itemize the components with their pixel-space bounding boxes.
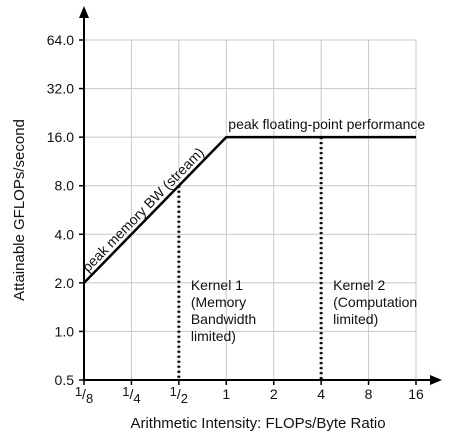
compute-roof-label: peak floating-point performance <box>228 116 425 132</box>
y-axis-title: Attainable GFLOPs/second <box>11 119 28 301</box>
kernel-2-label-line: limited) <box>333 311 378 327</box>
kernel-1-label-line: limited) <box>191 328 236 344</box>
y-tick-label: 8.0 <box>55 178 75 194</box>
roofline-series <box>83 135 416 284</box>
x-tick-label: 8 <box>365 386 373 402</box>
x-tick-label: 1/8 <box>75 384 93 406</box>
y-axis-arrow <box>79 6 89 18</box>
axes <box>79 6 442 385</box>
x-axis-title: Arithmetic Intensity: FLOPs/Byte Ratio <box>130 415 385 432</box>
x-axis-arrow <box>430 375 442 385</box>
x-tick-label: 1/2 <box>170 384 188 406</box>
ticks: 0.5 1.0 2.0 4.0 8.0 16.0 32.0 64.0 1/8 1/4 1/2 1 2 4 8… <box>47 32 424 406</box>
kernel-markers <box>177 137 323 380</box>
x-tick-label: 2 <box>270 386 278 402</box>
y-tick-label: 32.0 <box>47 81 74 97</box>
y-tick-label: 64.0 <box>47 32 74 48</box>
y-tick-label: 2.0 <box>55 275 75 291</box>
kernel-2-label-line: Kernel 2 <box>333 277 385 293</box>
kernel-1-label-line: (Memory <box>191 294 246 310</box>
x-tick-label: 4 <box>317 386 325 402</box>
kernel-1-label-line: Kernel 1 <box>191 277 243 293</box>
y-tick-label: 0.5 <box>55 372 75 388</box>
kernel-1-label-line: Bandwidth <box>191 311 256 327</box>
x-tick-label: 1 <box>222 386 230 402</box>
y-tick-label: 16.0 <box>47 129 74 145</box>
y-tick-label: 4.0 <box>55 226 75 242</box>
x-tick-label: 16 <box>408 386 424 402</box>
kernel-2-label-line: (Computation <box>333 294 417 310</box>
memory-roof-label: peak memory BW (stream) <box>79 144 207 275</box>
y-tick-label: 1.0 <box>55 323 75 339</box>
x-tick-label: 1/4 <box>122 384 140 406</box>
